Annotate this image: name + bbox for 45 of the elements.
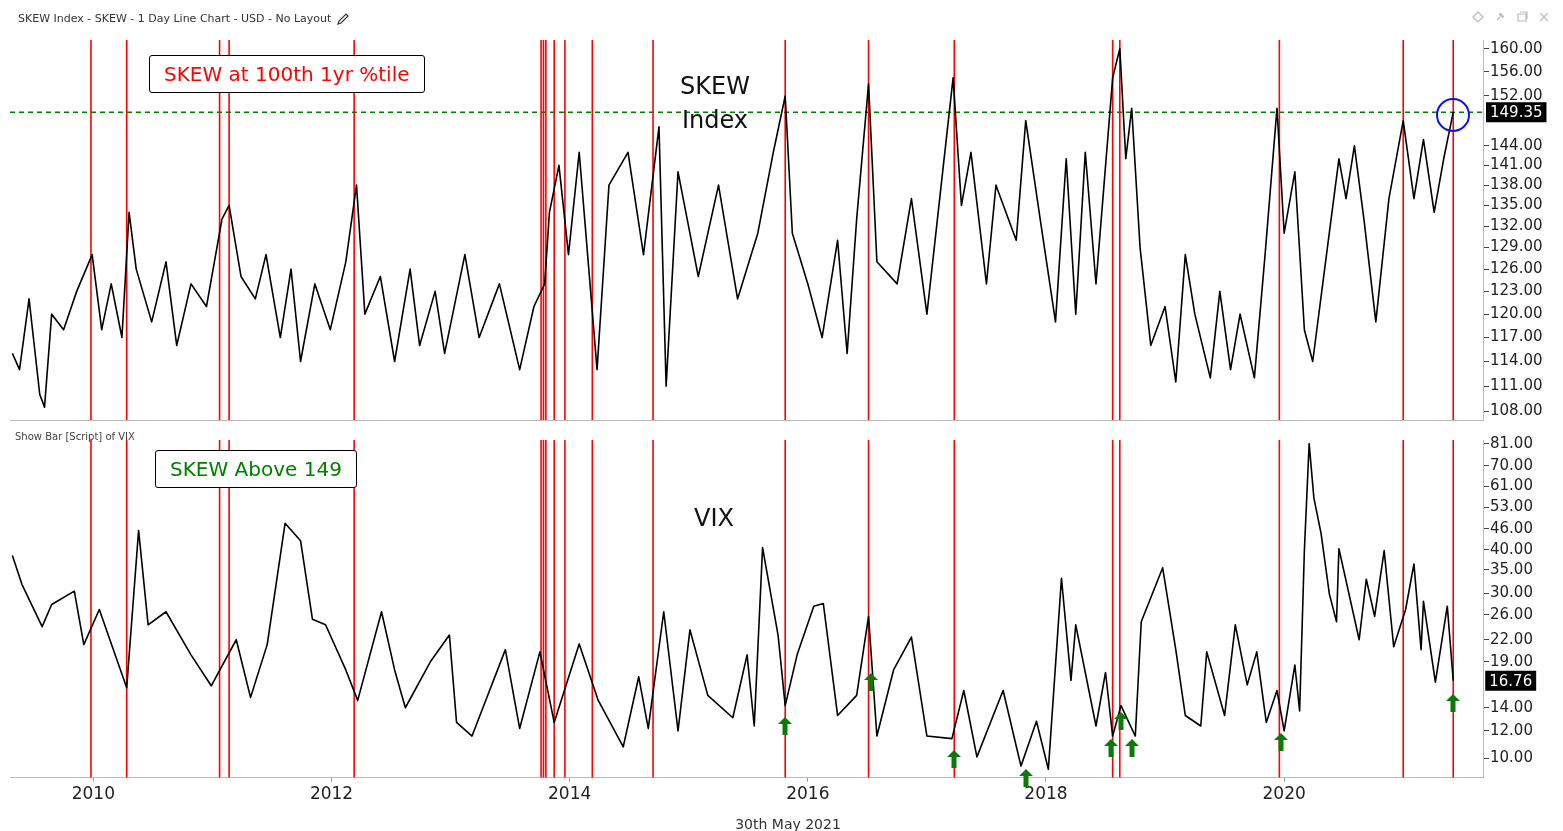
y-tick-label: 144.00	[1490, 135, 1543, 154]
annotation: SKEW Above 149	[155, 450, 357, 488]
y-tick-label: 10.00	[1490, 748, 1533, 767]
y-tick-label: 70.00	[1490, 455, 1533, 474]
y-tick-label: 114.00	[1490, 351, 1543, 370]
x-tick-label: 2012	[309, 783, 354, 804]
y-tick-label: 53.00	[1490, 497, 1533, 516]
annotation: 16.76	[1489, 671, 1533, 690]
y-tick-label: 123.00	[1490, 281, 1543, 300]
y-tick-label: 14.00	[1490, 697, 1533, 716]
x-tick-label: 2016	[786, 783, 830, 804]
y-tick-label: 81.00	[1490, 433, 1533, 452]
chart-title: SKEW Index - SKEW - 1 Day Line Chart - USD - No Layout	[18, 11, 332, 27]
y-tick-label: 132.00	[1490, 216, 1543, 235]
y-tick-label: 61.00	[1490, 476, 1533, 495]
x-tick-label: 2018	[1024, 783, 1068, 804]
y-tick-label: 46.00	[1490, 518, 1533, 537]
y-tick-label: 111.00	[1490, 376, 1543, 395]
y-tick-label: 126.00	[1490, 259, 1543, 278]
y-tick-label: 152.00	[1490, 85, 1543, 104]
y-tick-label: 156.00	[1490, 61, 1543, 80]
series-label: SKEW Index	[679, 71, 751, 136]
y-tick-label: 135.00	[1490, 195, 1543, 214]
y-tick-label: 120.00	[1490, 304, 1543, 323]
ref-line-label: 149.35	[1490, 103, 1543, 122]
y-tick-label: 35.00	[1490, 559, 1533, 578]
y-tick-label: 129.00	[1490, 237, 1543, 256]
y-tick-label: 22.00	[1490, 629, 1533, 648]
y-tick-label: 40.00	[1490, 539, 1533, 558]
x-tick-label: 2020	[1262, 783, 1306, 804]
y-tick-label: 141.00	[1490, 155, 1543, 174]
y-tick-label: 12.00	[1490, 720, 1533, 739]
annotation: SKEW at 100th 1yr %tile	[149, 55, 425, 93]
annotation: Show Bar [Script] of VIX	[15, 431, 135, 442]
x-tick-label: 2014	[548, 783, 592, 804]
y-tick-label: 30.00	[1490, 582, 1533, 601]
series-label: VIX	[693, 503, 735, 534]
y-tick-label: 26.00	[1490, 604, 1533, 623]
y-tick-label: 108.00	[1490, 401, 1543, 420]
y-tick-label: 138.00	[1490, 175, 1543, 194]
y-tick-label: 160.00	[1490, 38, 1543, 57]
x-tick-label: 2010	[71, 783, 115, 804]
text: 30th May 2021	[734, 816, 842, 831]
y-tick-label: 19.00	[1490, 651, 1533, 670]
y-tick-label: 117.00	[1490, 327, 1543, 346]
